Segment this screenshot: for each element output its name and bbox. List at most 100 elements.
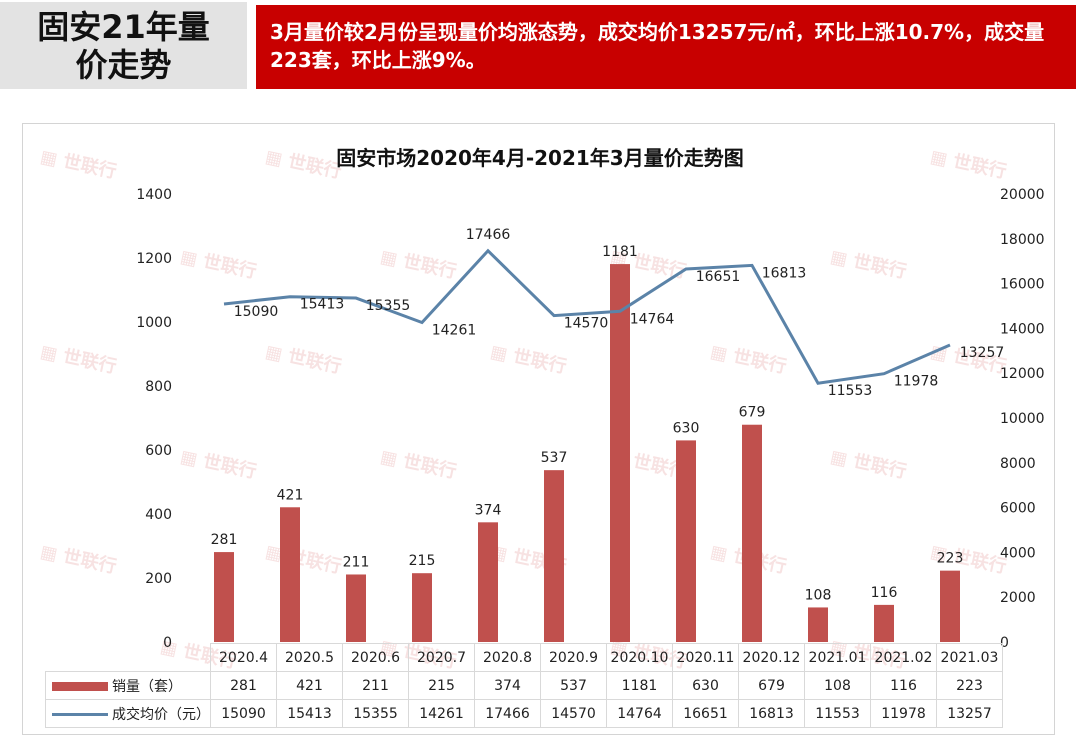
legend-sales: 销量（套） — [45, 671, 211, 700]
table-price-cell: 11978 — [870, 699, 937, 728]
line-data-label: 14261 — [432, 323, 477, 339]
bar-data-label: 537 — [541, 450, 568, 466]
left-axis-tick: 400 — [145, 507, 172, 523]
left-axis-tick: 1400 — [136, 187, 172, 203]
table-sales-cell: 374 — [474, 671, 541, 700]
table-sales-cell: 215 — [408, 671, 475, 700]
right-axis-tick: 6000 — [1000, 501, 1036, 517]
table-category-cell: 2020.7 — [408, 643, 475, 672]
line-data-label: 11978 — [894, 374, 939, 390]
table-price-cell: 13257 — [936, 699, 1003, 728]
bar — [940, 570, 960, 642]
line-data-label: 16651 — [696, 269, 741, 285]
legend-price: 成交均价（元） — [45, 699, 211, 728]
bar — [412, 573, 432, 642]
bar-data-label: 374 — [475, 502, 502, 518]
right-axis-tick: 14000 — [1000, 321, 1045, 337]
right-axis-tick: 18000 — [1000, 232, 1045, 248]
page-title: 固安21年量价走势 — [37, 7, 210, 84]
bar-data-label: 1181 — [602, 244, 638, 260]
table-sales-cell: 108 — [804, 671, 871, 700]
left-axis-tick: 600 — [145, 443, 172, 459]
table-sales-cell: 679 — [738, 671, 805, 700]
table-price-cell: 14570 — [540, 699, 607, 728]
line-data-label: 16813 — [762, 265, 807, 281]
bar — [874, 604, 894, 642]
bar — [478, 522, 498, 642]
table-sales-cell: 1181 — [606, 671, 673, 700]
line-legend-swatch — [52, 713, 108, 716]
line-data-label: 14764 — [630, 311, 675, 327]
table-price-cell: 14764 — [606, 699, 673, 728]
table-category-cell: 2020.10 — [606, 643, 673, 672]
table-row-price: 成交均价（元） 15090 15413 15355 14261 17466 14570 147… — [45, 699, 1003, 728]
table-price-cell: 15355 — [342, 699, 409, 728]
right-axis-tick: 10000 — [1000, 411, 1045, 427]
table-header-row: 2020.4 2020.5 2020.6 2020.7 2020.8 2020.9 2020… — [46, 643, 1003, 672]
table-sales-cell: 537 — [540, 671, 607, 700]
page-title-box: 固安21年量价走势 — [0, 2, 247, 89]
line-data-label: 15355 — [366, 298, 411, 314]
bar — [544, 470, 564, 642]
bar-data-label: 281 — [211, 532, 238, 548]
left-axis-tick: 200 — [145, 571, 172, 587]
line-data-label: 14570 — [564, 316, 609, 332]
table-price-cell: 17466 — [474, 699, 541, 728]
line-data-label: 15413 — [300, 297, 345, 313]
table-category-cell: 2021.03 — [936, 643, 1003, 672]
table-category-cell: 2020.9 — [540, 643, 607, 672]
line-data-label: 13257 — [960, 345, 1005, 361]
table-row-sales: 销量（套） 281 421 211 215 374 537 1181 630 679 108 116 2… — [45, 671, 1003, 700]
right-axis-tick: 2000 — [1000, 590, 1036, 606]
bar-data-label: 108 — [805, 587, 832, 603]
table-price-cell: 16651 — [672, 699, 739, 728]
price-line — [223, 248, 951, 385]
right-axis-tick: 4000 — [1000, 545, 1036, 561]
bar — [610, 264, 630, 642]
bar — [346, 574, 366, 642]
right-axis-tick: 16000 — [1000, 277, 1045, 293]
table-category-cell: 2020.4 — [210, 643, 277, 672]
line-data-label: 15090 — [234, 304, 279, 320]
table-category-cell: 2020.8 — [474, 643, 541, 672]
bar — [808, 607, 828, 642]
table-category-cell: 2020.11 — [672, 643, 739, 672]
table-price-cell: 14261 — [408, 699, 475, 728]
bar-data-label: 630 — [673, 420, 700, 436]
bar-data-label: 679 — [739, 405, 766, 421]
summary-banner: 3月量价较2月份呈现量价均涨态势，成交均价13257元/㎡，环比上涨10.7%，… — [256, 5, 1076, 89]
table-sales-cell: 630 — [672, 671, 739, 700]
table-price-cell: 15413 — [276, 699, 343, 728]
table-sales-cell: 421 — [276, 671, 343, 700]
bar-data-label: 211 — [343, 554, 370, 570]
line-data-label: 17466 — [466, 227, 511, 243]
bar — [676, 440, 696, 642]
bar-legend-swatch — [52, 682, 108, 691]
right-axis-tick: 20000 — [1000, 187, 1045, 203]
left-axis-tick: 800 — [145, 379, 172, 395]
chart-title: 固安市场2020年4月-2021年3月量价走势图 — [336, 146, 743, 170]
data-table: 2020.4 2020.5 2020.6 2020.7 2020.8 2020.9 2020… — [45, 643, 1003, 728]
bar-data-label: 223 — [937, 551, 964, 567]
table-category-cell: 2020.5 — [276, 643, 343, 672]
table-sales-cell: 281 — [210, 671, 277, 700]
bar-data-label: 215 — [409, 553, 436, 569]
bar-data-label: 421 — [277, 487, 304, 503]
bar — [742, 424, 762, 642]
bar — [280, 507, 300, 642]
table-price-cell: 11553 — [804, 699, 871, 728]
table-sales-cell: 116 — [870, 671, 937, 700]
line-data-label: 11553 — [828, 383, 873, 399]
table-price-cell: 16813 — [738, 699, 805, 728]
right-axis-tick: 8000 — [1000, 456, 1036, 472]
table-sales-cell: 211 — [342, 671, 409, 700]
table-price-cell: 15090 — [210, 699, 277, 728]
left-axis-tick: 1000 — [136, 315, 172, 331]
bar — [214, 552, 234, 642]
table-category-cell: 2021.01 — [804, 643, 871, 672]
bar-data-label: 116 — [871, 585, 898, 601]
table-sales-cell: 223 — [936, 671, 1003, 700]
table-category-cell: 2021.02 — [870, 643, 937, 672]
left-axis-tick: 0 — [163, 635, 172, 651]
